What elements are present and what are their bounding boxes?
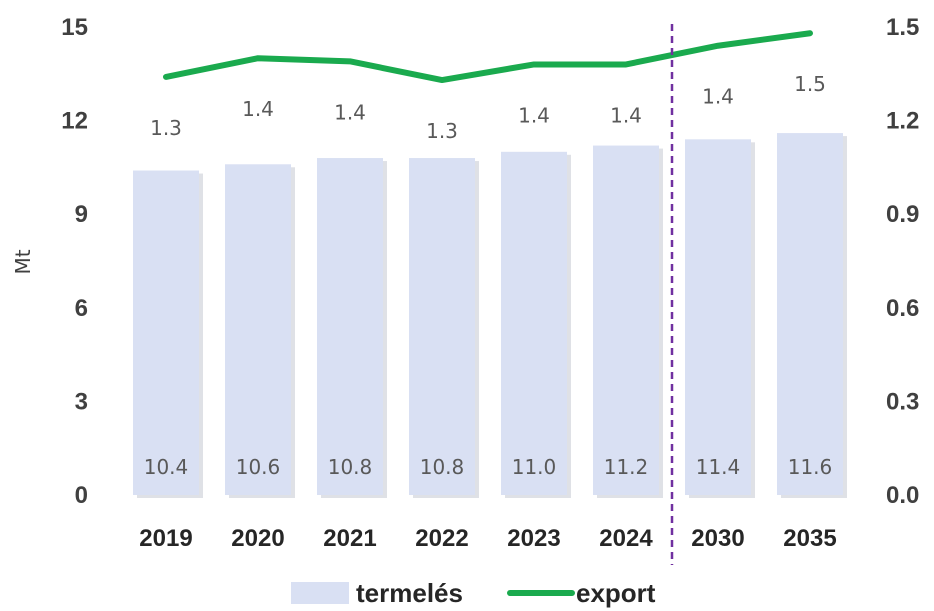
bar	[593, 145, 659, 495]
line-data-label: 1.4	[518, 103, 550, 127]
bar-data-label: 11.0	[512, 455, 557, 479]
line-data-label: 1.3	[150, 116, 182, 140]
category-label: 2024	[599, 525, 653, 552]
legend: termelés export	[291, 578, 656, 608]
bar	[133, 170, 199, 495]
left-tick-label: 3	[75, 388, 88, 415]
line-data-label: 1.4	[610, 103, 642, 127]
right-tick-label: 0.6	[886, 295, 919, 322]
bar	[317, 158, 383, 496]
line-data-labels: 1.3 1.4 1.4 1.3 1.4 1.4 1.4 1.5	[150, 72, 826, 143]
bar	[685, 139, 751, 495]
bar-data-label: 11.4	[696, 455, 741, 479]
bar	[777, 133, 843, 495]
bar-data-label: 10.6	[236, 455, 281, 479]
legend-label-termeles: termelés	[356, 578, 463, 608]
line-data-label: 1.5	[794, 72, 826, 96]
category-label: 2019	[139, 525, 192, 552]
legend-label-export: export	[576, 578, 656, 608]
bar-data-labels: 10.4 10.6 10.8 10.8 11.0 11.2 11.4 11.6	[144, 455, 833, 479]
category-label: 2023	[507, 525, 560, 552]
right-tick-label: 1.2	[886, 108, 919, 135]
left-tick-label: 15	[61, 14, 88, 41]
bar-series	[133, 133, 847, 499]
bar	[225, 164, 291, 495]
bar-data-label: 10.8	[328, 455, 373, 479]
category-label: 2022	[415, 525, 468, 552]
legend-swatch-termeles	[291, 582, 349, 604]
category-label: 2020	[231, 525, 284, 552]
line-data-label: 1.4	[242, 97, 274, 121]
left-tick-label: 6	[75, 295, 88, 322]
bar-data-label: 11.6	[788, 455, 833, 479]
right-tick-label: 0.0	[886, 482, 919, 509]
right-tick-label: 1.5	[886, 14, 919, 41]
bar-data-label: 10.4	[144, 455, 189, 479]
right-tick-label: 0.9	[886, 201, 919, 228]
left-tick-label: 0	[75, 482, 88, 509]
bar-data-label: 11.2	[604, 455, 649, 479]
bar	[501, 151, 567, 496]
line-data-label: 1.3	[426, 119, 458, 143]
left-axis-ticks: 0 3 6 9 12 15	[61, 14, 88, 509]
category-label: 2021	[323, 525, 376, 552]
export-line	[163, 30, 813, 84]
line-data-label: 1.4	[334, 100, 366, 124]
left-tick-label: 12	[61, 108, 88, 135]
right-tick-label: 0.3	[886, 388, 919, 415]
category-label: 2035	[783, 525, 836, 552]
left-tick-label: 9	[75, 201, 88, 228]
bar-data-label: 10.8	[420, 455, 465, 479]
line-data-label: 1.4	[702, 85, 734, 109]
y-axis-label: Mt	[11, 249, 35, 274]
category-label: 2030	[691, 525, 744, 552]
x-axis-category-labels: 2019 2020 2021 2022 2023 2024 2030 2035	[139, 525, 836, 552]
line-series	[163, 30, 813, 84]
right-axis-ticks: 0.0 0.3 0.6 0.9 1.2 1.5	[886, 14, 919, 509]
bar	[409, 158, 475, 496]
